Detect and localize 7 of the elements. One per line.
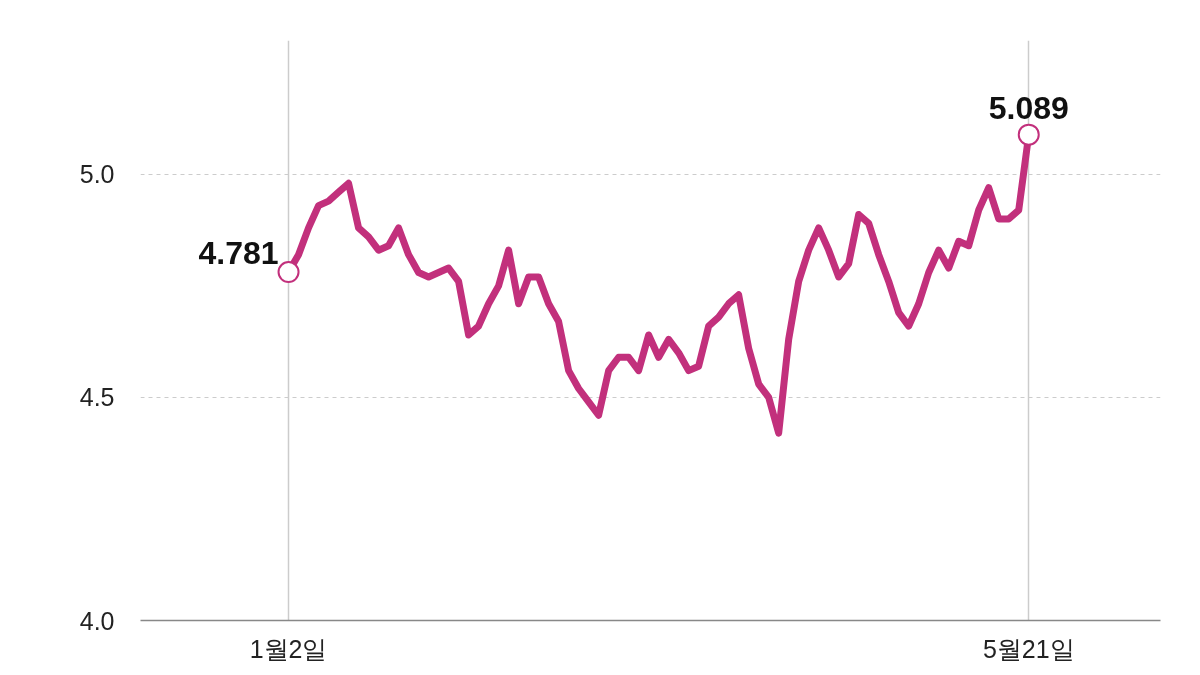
data-label: 5.089 xyxy=(988,89,1069,126)
y-tick-label: 4.0 xyxy=(79,606,115,635)
y-tick-label: 4.5 xyxy=(79,383,115,412)
x-tick-label: 5월21일 xyxy=(982,634,1075,663)
x-tick-label: 1월2일 xyxy=(249,634,328,663)
data-label: 4.781 xyxy=(198,235,279,272)
y-tick-label: 5.0 xyxy=(79,160,115,189)
